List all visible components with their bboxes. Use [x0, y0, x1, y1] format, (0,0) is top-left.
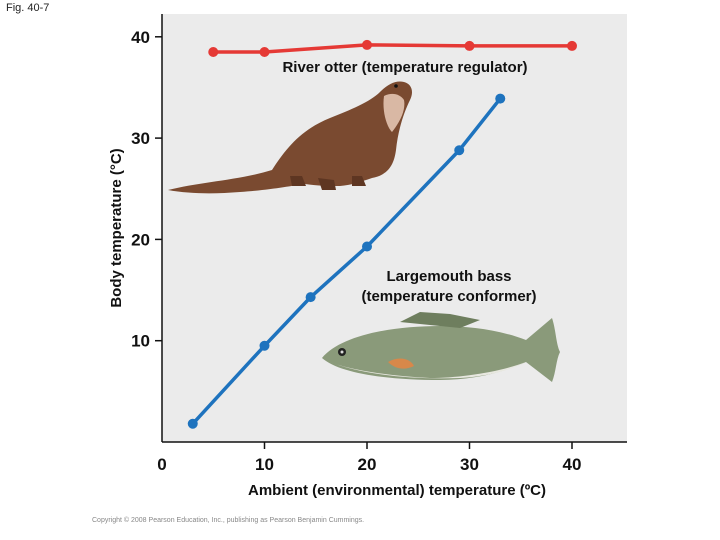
x-tick-label: 10	[255, 455, 274, 474]
x-axis-title: Ambient (environmental) temperature (ºC)	[248, 482, 546, 499]
otter-data-point	[259, 46, 270, 57]
y-axis-title: Body temperature (°C)	[108, 148, 125, 307]
x-tick-label: 40	[563, 455, 582, 474]
bass-data-point	[259, 340, 270, 351]
bass-data-point	[454, 145, 465, 156]
ticks	[155, 36, 573, 449]
y-tick-label: 30	[131, 129, 150, 148]
y-tick-label: 20	[131, 230, 150, 249]
panel-extension	[162, 442, 627, 514]
bass-data-point	[362, 241, 372, 252]
otter-data-point	[208, 46, 219, 57]
bass-annotation-line1: Largemouth bass	[386, 268, 511, 285]
figure-label: Fig. 40-7	[6, 2, 50, 14]
x-tick-label: 30	[460, 455, 479, 474]
bass-series-line	[191, 97, 502, 425]
otter-data-point	[362, 39, 372, 50]
otter-annotation: River otter (temperature regulator)	[282, 59, 527, 76]
otter-data-point	[464, 40, 475, 51]
bass-data-point	[495, 93, 506, 104]
bass-data-point	[305, 292, 316, 303]
bass-annotation-line2: (temperature conformer)	[361, 288, 536, 305]
y-tick-label: 10	[131, 332, 150, 351]
copyright-notice: Copyright © 2008 Pearson Education, Inc.…	[92, 517, 365, 524]
tick-labels: 0 10 20 30 40 10 20 30 40	[131, 28, 581, 474]
otter-data-point	[567, 40, 577, 51]
bass-illustration	[322, 312, 560, 382]
bass-data-point	[187, 418, 198, 429]
y-tick-label: 40	[131, 28, 150, 47]
series-layer	[187, 39, 577, 429]
x-tick-label: 20	[358, 455, 377, 474]
otter-illustration	[168, 81, 412, 194]
x-tick-label: 0	[157, 455, 166, 474]
